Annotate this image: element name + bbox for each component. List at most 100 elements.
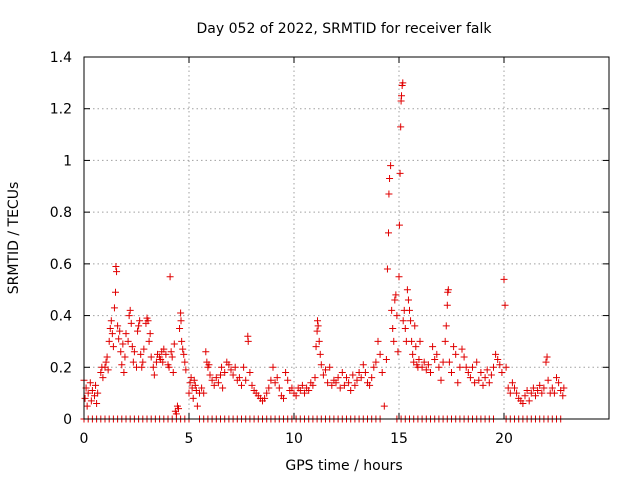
data-point <box>108 330 116 338</box>
data-point <box>119 340 127 348</box>
data-point <box>305 387 313 395</box>
data-point <box>88 387 96 395</box>
data-point <box>501 301 509 309</box>
data-point <box>390 337 398 345</box>
data-point <box>422 366 430 374</box>
data-point <box>124 337 132 345</box>
data-point <box>397 123 405 131</box>
data-point <box>336 384 344 392</box>
data-point <box>176 325 184 332</box>
data-point <box>172 410 180 418</box>
y-tick-label: 0.2 <box>50 360 72 376</box>
data-point <box>182 366 190 374</box>
data-point <box>169 368 177 376</box>
data-point <box>429 343 437 351</box>
data-point <box>227 366 235 374</box>
data-point <box>521 392 529 400</box>
data-point <box>112 288 119 296</box>
data-point <box>87 397 95 405</box>
data-point <box>280 394 287 402</box>
data-point <box>167 348 175 356</box>
data-point <box>483 366 491 374</box>
data-point <box>387 162 395 170</box>
data-point <box>334 374 342 382</box>
data-point <box>86 379 94 387</box>
data-point <box>498 368 506 376</box>
data-point <box>408 337 416 345</box>
data-point <box>409 350 417 358</box>
data-point <box>181 358 189 366</box>
data-point <box>313 327 321 335</box>
x-tick-label: 20 <box>495 431 513 447</box>
data-point <box>435 363 443 371</box>
data-point <box>506 389 514 397</box>
data-point <box>134 327 142 335</box>
data-point <box>479 381 487 389</box>
data-point <box>553 374 560 382</box>
data-point <box>178 337 186 345</box>
data-point <box>175 405 182 413</box>
x-tick-label: 15 <box>390 431 408 447</box>
data-point <box>511 384 518 392</box>
data-point <box>534 387 542 395</box>
data-point <box>298 381 306 389</box>
data-point <box>128 343 136 351</box>
data-point <box>221 368 229 376</box>
data-point <box>240 363 248 371</box>
data-point <box>135 322 143 330</box>
data-point <box>122 330 130 338</box>
data-point <box>544 376 552 384</box>
data-point <box>404 296 412 304</box>
data-point <box>388 306 396 314</box>
data-point <box>454 379 462 387</box>
data-point <box>229 371 237 379</box>
data-point <box>117 348 125 356</box>
data-point <box>538 389 546 397</box>
data-point <box>93 399 101 407</box>
data-point <box>112 262 120 270</box>
data-point <box>481 374 489 382</box>
data-point <box>314 317 322 325</box>
data-point <box>267 376 275 384</box>
data-point <box>125 312 133 320</box>
data-point <box>340 381 348 389</box>
y-tick-label: 0.4 <box>50 309 72 325</box>
data-point <box>394 348 402 356</box>
data-point <box>165 363 173 371</box>
data-point <box>548 384 556 392</box>
data-point <box>464 368 472 376</box>
data-point <box>385 229 392 237</box>
data-point <box>485 379 493 387</box>
data-point <box>378 368 386 376</box>
data-point <box>460 353 468 361</box>
data-point <box>106 325 114 332</box>
y-tick-labels: 0 0.2 0.4 0.6 0.8 1 1.2 1.4 <box>50 50 72 428</box>
data-point <box>83 402 91 410</box>
data-point <box>473 358 481 366</box>
data-point <box>444 286 452 294</box>
data-point <box>309 381 317 389</box>
x-tick-labels: 0 5 10 15 20 <box>80 431 513 447</box>
data-point <box>519 399 527 407</box>
data-point <box>271 379 279 387</box>
data-point <box>238 381 245 389</box>
data-point <box>555 379 563 387</box>
data-point <box>445 358 453 366</box>
data-point <box>137 350 145 358</box>
data-point <box>205 361 213 369</box>
data-point <box>159 358 167 366</box>
data-point <box>416 337 424 345</box>
data-point <box>477 368 485 376</box>
data-point <box>166 273 174 281</box>
x-tick-label: 0 <box>80 431 89 447</box>
data-point <box>189 394 197 402</box>
data-point <box>136 317 144 325</box>
data-point <box>529 384 537 392</box>
data-point <box>145 337 153 345</box>
data-point <box>275 384 283 392</box>
data-point <box>559 392 567 400</box>
plot-frame <box>83 56 610 420</box>
data-point <box>261 394 269 402</box>
data-point <box>347 387 355 395</box>
